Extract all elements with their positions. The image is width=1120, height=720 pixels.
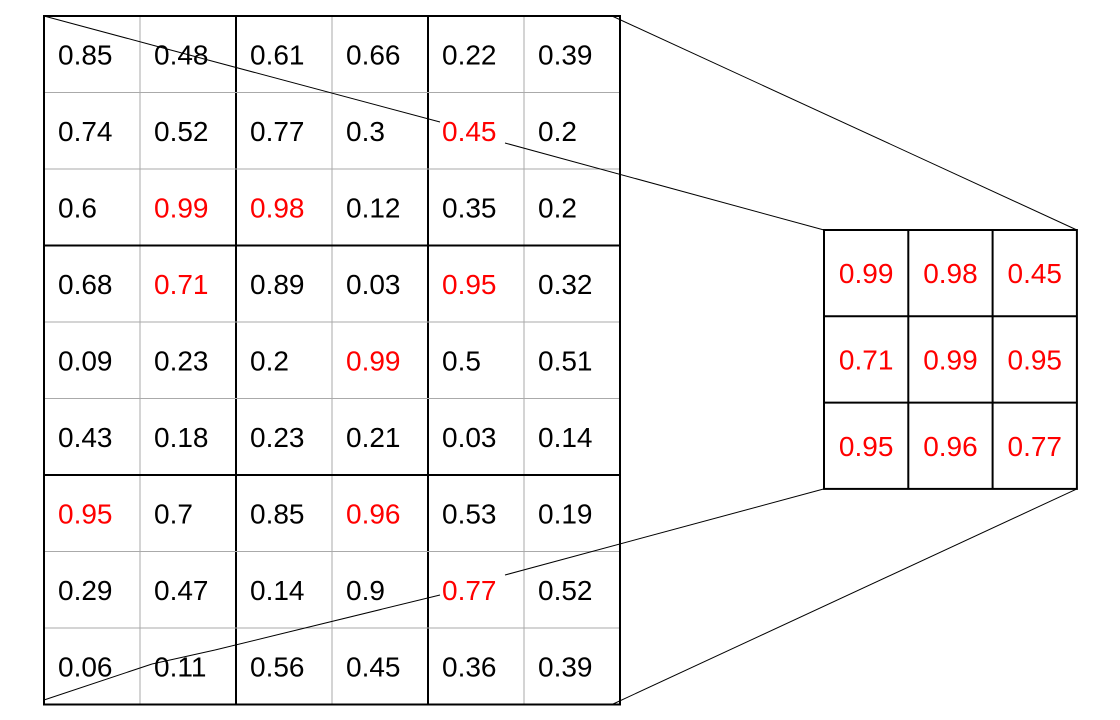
input-cell-value: 0.9	[346, 575, 385, 606]
output-cell-value: 0.77	[1008, 431, 1063, 462]
input-cell-value: 0.74	[58, 116, 113, 147]
input-cell-value: 0.7	[154, 498, 193, 529]
input-cell-value: 0.61	[250, 39, 305, 70]
output-cell-value: 0.98	[923, 258, 978, 289]
input-cell-value: 0.48	[154, 39, 209, 70]
input-cell-value: 0.29	[58, 575, 113, 606]
input-cell-value: 0.03	[442, 422, 497, 453]
input-cell-value: 0.51	[538, 345, 593, 376]
output-cell-value: 0.71	[839, 344, 894, 375]
output-grid: 0.99 0.98 0.45 0.71 0.99 0.95 0.95 0.96 0.77	[839, 258, 1062, 462]
input-grid: 0.85 0.48 0.61 0.66 0.22 0.39 0.74 0.52 0.77 0.3 0…	[58, 39, 593, 682]
input-cell-value: 0.47	[154, 575, 209, 606]
input-cell-value: 0.03	[346, 269, 401, 300]
input-cell-value: 0.45	[346, 651, 401, 682]
input-cell-value: 0.43	[58, 422, 113, 453]
output-cell-value: 0.95	[839, 431, 894, 462]
input-grid-lines	[43, 15, 621, 706]
input-cell-value: 0.23	[250, 422, 305, 453]
input-cell-value: 0.68	[58, 269, 113, 300]
input-cell-value: 0.35	[442, 192, 497, 223]
output-cell-value: 0.95	[1008, 344, 1063, 375]
input-cell-value: 0.45	[442, 116, 497, 147]
connector-bottom-left-d	[504, 488, 825, 576]
output-cell-value: 0.45	[1008, 258, 1063, 289]
connector-top-left-d	[504, 142, 825, 231]
input-cell-value: 0.09	[58, 345, 113, 376]
connector-bottom-left-a	[43, 663, 153, 701]
input-cell-value: 0.89	[250, 269, 305, 300]
input-cell-value: 0.6	[58, 192, 97, 223]
input-cell-value: 0.39	[538, 651, 593, 682]
connector-bottom-left-c	[214, 594, 441, 651]
input-cell-value: 0.56	[250, 651, 305, 682]
input-cell-value: 0.14	[250, 575, 305, 606]
input-cell-value: 0.14	[538, 422, 593, 453]
input-cell-value: 0.39	[538, 39, 593, 70]
input-cell-value: 0.12	[346, 192, 401, 223]
input-cell-value: 0.11	[154, 651, 206, 682]
connector-top-left-c	[207, 59, 441, 123]
output-cell-value: 0.99	[923, 344, 978, 375]
input-cell-value: 0.53	[442, 498, 497, 529]
input-cell-value: 0.2	[538, 116, 577, 147]
input-cell-value: 0.85	[58, 39, 113, 70]
connector-bottom-right	[611, 488, 1078, 705]
input-cell-value: 0.77	[442, 575, 497, 606]
input-cell-value: 0.98	[250, 192, 305, 223]
input-cell-value: 0.21	[346, 422, 401, 453]
input-cell-value: 0.32	[538, 269, 593, 300]
input-cell-value: 0.71	[154, 269, 209, 300]
input-cell-value: 0.66	[346, 39, 401, 70]
connector-top-left-b	[151, 44, 209, 61]
connector-top-right	[611, 15, 1078, 231]
connector-top-left-a	[43, 15, 153, 46]
input-cell-value: 0.2	[538, 192, 577, 223]
input-cell-value: 0.36	[442, 651, 497, 682]
input-cell-value: 0.23	[154, 345, 209, 376]
input-cell-value: 0.52	[538, 575, 593, 606]
output-grid-lines	[823, 229, 1078, 490]
input-cell-value: 0.06	[58, 651, 113, 682]
output-grid-border	[823, 229, 1078, 490]
input-cell-value: 0.95	[442, 269, 497, 300]
input-cell-value: 0.99	[154, 192, 209, 223]
output-cell-value: 0.99	[839, 258, 894, 289]
input-cell-value: 0.99	[346, 345, 401, 376]
input-cell-value: 0.52	[154, 116, 209, 147]
input-cell-value: 0.77	[250, 116, 305, 147]
connector-lines	[43, 15, 1078, 705]
input-cell-value: 0.3	[346, 116, 385, 147]
input-cell-value: 0.22	[442, 39, 497, 70]
input-cell-value: 0.85	[250, 498, 305, 529]
input-grid-border	[43, 15, 621, 706]
input-cell-value: 0.95	[58, 498, 113, 529]
input-cell-value: 0.96	[346, 498, 401, 529]
connector-bottom-left-b	[151, 649, 216, 665]
input-cell-value: 0.2	[250, 345, 289, 376]
output-cell-value: 0.96	[923, 431, 978, 462]
input-cell-value: 0.5	[442, 345, 481, 376]
input-cell-value: 0.18	[154, 422, 209, 453]
input-cell-value: 0.19	[538, 498, 593, 529]
